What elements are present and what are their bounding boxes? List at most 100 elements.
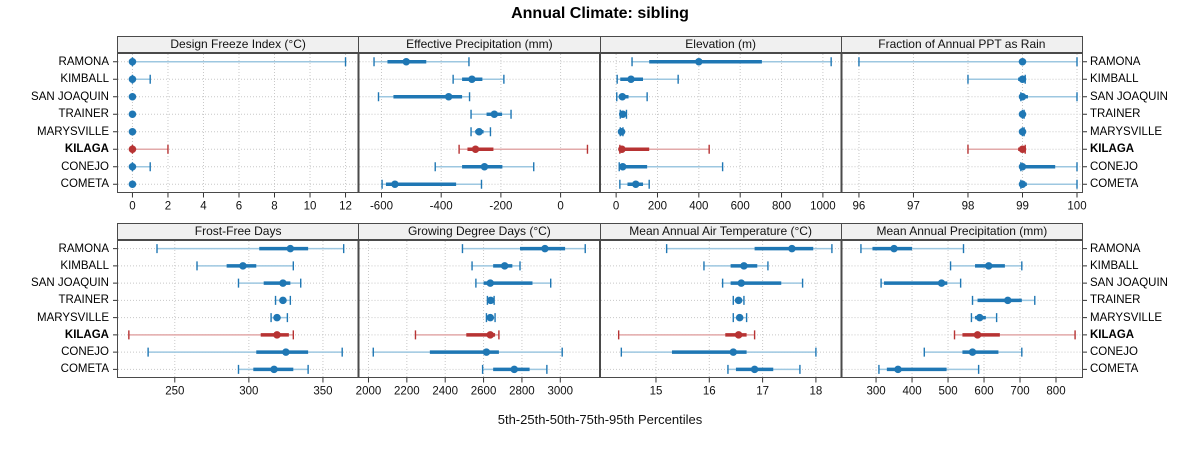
median-dot (279, 279, 287, 287)
median-dot (482, 348, 491, 356)
median-dot (444, 92, 453, 101)
median-dot (890, 244, 898, 253)
x-axis-tick-label: 2600 (471, 386, 497, 398)
median-dot (282, 348, 290, 356)
panel-border (600, 240, 842, 378)
x-axis-tick-label: 0 (613, 201, 619, 213)
x-axis-tick-label: -400 (430, 201, 453, 213)
panel-header-row: Design Freeze Index (°C) Effective Precip… (117, 36, 1083, 53)
station-label-right: SAN JOAQUIN (1090, 90, 1168, 103)
median-dot (128, 162, 137, 171)
station-label-left: KIMBALL (60, 73, 109, 86)
x-axis-tick-label: 200 (648, 201, 667, 213)
chart-title: Annual Climate: sibling (511, 5, 689, 22)
x-axis-tick-label: 96 (853, 201, 866, 213)
station-label-left: CONEJO (61, 346, 109, 359)
median-dot (734, 296, 743, 305)
station-label-left: SAN JOAQUIN (31, 277, 109, 290)
median-dot (128, 145, 137, 154)
median-dot (1018, 92, 1027, 101)
median-dot (541, 244, 549, 253)
median-dot (128, 57, 137, 66)
panel-border (117, 53, 359, 193)
panel-row-1: 250 300 350 2000 2200 2400 2600 2800 3000 15 16 17 1… (113, 240, 1087, 398)
x-axis-tick-label: 600 (974, 386, 993, 398)
x-axis-tick-label: 0 (557, 201, 563, 213)
station-label-right: MARYSVILLE (1090, 125, 1163, 138)
station-label-left: TRAINER (58, 108, 109, 121)
median-dot (1018, 57, 1027, 66)
median-dot (486, 296, 495, 305)
station-label-left: CONEJO (61, 160, 109, 173)
median-dot (788, 244, 796, 253)
station-label-left: TRAINER (58, 294, 109, 307)
median-dot (402, 57, 411, 66)
station-label-left: KILAGA (64, 328, 109, 341)
x-axis-tick-label: 100 (1067, 201, 1086, 213)
median-dot (279, 296, 287, 305)
median-dot (500, 262, 509, 270)
x-axis-tick-label: 500 (938, 386, 957, 398)
median-dot (1018, 180, 1027, 189)
median-dot (1018, 127, 1027, 136)
panel-row-0: 0 2 4 6 8 10 12 -600 -400 -200 0 0 200 400 600 800 1000 9… (113, 53, 1087, 213)
station-label-right: MARYSVILLE (1090, 311, 1163, 324)
x-axis-tick-label: -200 (489, 201, 512, 213)
median-dot (286, 244, 295, 253)
panel-header: Design Freeze Index (°C) (117, 36, 360, 53)
x-axis-tick-label: 2200 (394, 386, 420, 398)
x-axis-tick-label: 18 (810, 386, 823, 398)
x-axis-tick-label: 400 (902, 386, 921, 398)
station-label-right: RAMONA (1090, 55, 1141, 68)
panel-header: Effective Precipitation (mm) (358, 36, 601, 53)
median-dot (273, 331, 281, 339)
x-axis-tick-label: 2400 (432, 386, 458, 398)
median-dot (128, 110, 137, 119)
median-dot (1018, 75, 1027, 84)
x-axis-tick-label: 15 (650, 386, 663, 398)
station-label-right: SAN JOAQUIN (1090, 277, 1168, 290)
x-axis-caption: 5th-25th-50th-75th-95th Percentiles (497, 412, 703, 427)
median-dot (1018, 110, 1027, 119)
x-axis-tick-label: 800 (772, 201, 791, 213)
x-axis-tick-label: 3000 (547, 386, 573, 398)
panel-header: Fraction of Annual PPT as Rain (840, 36, 1083, 53)
station-label-right: KIMBALL (1090, 73, 1139, 86)
median-dot (734, 331, 743, 339)
panel-border (841, 240, 1083, 378)
median-dot (391, 180, 399, 189)
x-axis-tick-label: 99 (1016, 201, 1029, 213)
station-label-left: MARYSVILLE (36, 311, 109, 324)
x-axis-tick-label: -600 (370, 201, 393, 213)
median-dot (1018, 162, 1027, 171)
station-label-right: COMETA (1090, 363, 1139, 376)
station-label-left: COMETA (60, 178, 109, 191)
station-label-right: CONEJO (1090, 160, 1138, 173)
median-dot (973, 331, 982, 339)
median-dot (631, 180, 640, 189)
x-axis-tick-label: 8 (271, 201, 277, 213)
panel-header: Frost-Free Days (117, 223, 360, 240)
station-label-right: KILAGA (1090, 328, 1135, 341)
x-axis-tick-label: 4 (200, 201, 207, 213)
station-label-left: SAN JOAQUIN (31, 90, 109, 103)
median-dot (486, 279, 495, 287)
panel-header: Mean Annual Air Temperature (°C) (599, 223, 842, 240)
median-dot (937, 279, 946, 287)
station-label-right: KILAGA (1090, 143, 1135, 156)
x-axis-tick-label: 250 (165, 386, 184, 398)
station-label-right: KIMBALL (1090, 259, 1139, 272)
station-label-right: CONEJO (1090, 346, 1138, 359)
median-dot (486, 313, 495, 322)
median-dot (1018, 145, 1027, 154)
x-axis-tick-label: 6 (236, 201, 242, 213)
median-dot (475, 127, 483, 136)
x-axis-tick-label: 16 (703, 386, 716, 398)
station-label-left: KILAGA (64, 143, 109, 156)
median-dot (1003, 296, 1012, 305)
median-dot (740, 262, 748, 270)
median-dot (894, 365, 902, 374)
median-dot (273, 313, 281, 322)
station-label-left: KIMBALL (60, 259, 109, 272)
median-dot (618, 110, 627, 119)
